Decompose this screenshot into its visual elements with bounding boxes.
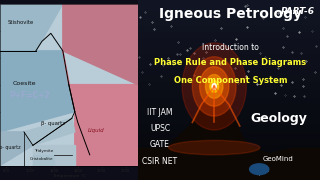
Text: GeoMind: GeoMind <box>263 156 294 162</box>
Text: Stishovite: Stishovite <box>8 20 34 25</box>
Polygon shape <box>0 51 75 132</box>
Polygon shape <box>33 155 54 166</box>
Ellipse shape <box>200 67 229 106</box>
Text: P+F=C+2: P+F=C+2 <box>9 91 50 100</box>
Polygon shape <box>0 132 33 166</box>
Text: Cristobalite: Cristobalite <box>30 157 54 161</box>
Text: One Component System: One Component System <box>174 76 287 85</box>
Text: Liquid: Liquid <box>87 128 104 133</box>
Ellipse shape <box>205 75 223 98</box>
Polygon shape <box>33 145 75 166</box>
X-axis label: Temperature °C: Temperature °C <box>52 174 86 178</box>
Circle shape <box>250 164 269 175</box>
Polygon shape <box>63 4 138 85</box>
Ellipse shape <box>212 83 216 89</box>
Text: IIT JAM: IIT JAM <box>147 108 173 117</box>
Polygon shape <box>138 86 320 180</box>
Text: UPSC: UPSC <box>150 124 170 133</box>
Ellipse shape <box>169 140 260 155</box>
Text: Phase Rule and Phase Diagrams: Phase Rule and Phase Diagrams <box>154 58 307 67</box>
Polygon shape <box>63 51 138 166</box>
Text: GATE: GATE <box>150 140 170 149</box>
Polygon shape <box>24 118 75 145</box>
Ellipse shape <box>210 80 219 92</box>
Text: Igneous Petrology: Igneous Petrology <box>159 7 302 21</box>
Text: β- quartz: β- quartz <box>41 121 65 126</box>
Text: CSIR NET: CSIR NET <box>142 157 178 166</box>
Text: Introduction to: Introduction to <box>202 43 259 52</box>
Text: PART-6: PART-6 <box>281 7 315 16</box>
Ellipse shape <box>182 43 246 130</box>
Text: α- quartz: α- quartz <box>0 145 20 150</box>
Text: Geology: Geology <box>250 112 307 125</box>
Text: Tridymite: Tridymite <box>34 149 53 153</box>
Polygon shape <box>0 4 63 51</box>
Text: Coesite: Coesite <box>12 81 36 86</box>
Ellipse shape <box>192 57 236 116</box>
